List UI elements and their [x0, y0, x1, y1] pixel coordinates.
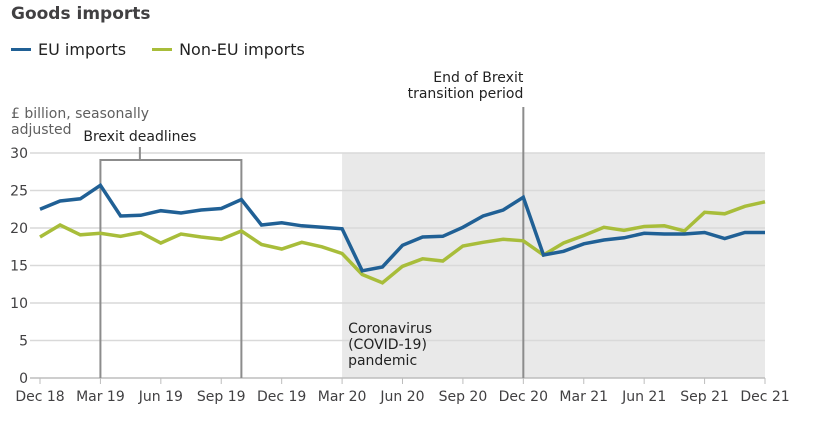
y-tick-label: 30: [10, 146, 28, 162]
chart-title: Goods imports: [11, 4, 151, 24]
x-tick-label: Jun 21: [621, 389, 666, 405]
x-tick-label: Jun 20: [379, 389, 424, 405]
brexit-deadlines-bracket: [99, 159, 243, 378]
y-axis-label: £ billion, seasonally: [11, 106, 149, 122]
series-layer: [39, 182, 766, 285]
axis-layer: 0 5 10 15 20 25 30 £ billion, seasonallyadjuste…: [10, 106, 790, 405]
x-tick-label: Dec 18: [15, 389, 64, 405]
x-tick-label: Mar 19: [76, 389, 125, 405]
y-tick-label: 10: [10, 296, 28, 312]
transition-period-label: End of Brexit: [433, 70, 524, 86]
y-axis-label: adjusted: [11, 122, 72, 138]
y-tick-label: 5: [19, 334, 28, 350]
legend-swatch-non-eu: [152, 48, 173, 51]
legend-label-eu: EU imports: [38, 40, 127, 59]
covid-label: pandemic: [348, 353, 417, 369]
x-tick-label: Jun 19: [138, 389, 183, 405]
x-tick-label: Dec 19: [257, 389, 306, 405]
legend-swatch-eu: [11, 48, 31, 51]
covid-label: (COVID-19): [348, 337, 427, 353]
x-tick-label: Sep 20: [439, 389, 488, 405]
y-tick-label: 0: [19, 371, 28, 387]
legend-item-non-eu: Non-EU imports: [152, 40, 305, 59]
eu-imports-line: [39, 182, 765, 273]
y-tick-label: 25: [10, 184, 28, 200]
legend: EU imports Non-EU imports: [11, 40, 331, 59]
brexit-deadlines-label: Brexit deadlines: [83, 129, 196, 145]
y-tick-label: 20: [10, 221, 28, 237]
covid-label: Coronavirus: [348, 321, 432, 337]
transition-period-label: transition period: [408, 86, 524, 102]
x-tick-label: Mar 20: [318, 389, 367, 405]
annotation-layer: Brexit deadlines End of Brexittransition …: [83, 70, 525, 378]
legend-item-eu: EU imports: [11, 40, 126, 59]
legend-label-non-eu: Non-EU imports: [179, 40, 305, 59]
x-tick-label: Mar 21: [559, 389, 608, 405]
x-tick-label: Dec 20: [499, 389, 548, 405]
x-tick-label: Dec 21: [740, 389, 789, 405]
x-tick-label: Sep 21: [680, 389, 729, 405]
x-tick-label: Sep 19: [197, 389, 246, 405]
y-tick-label: 15: [10, 259, 28, 275]
non-eu-imports-line: [39, 200, 766, 285]
